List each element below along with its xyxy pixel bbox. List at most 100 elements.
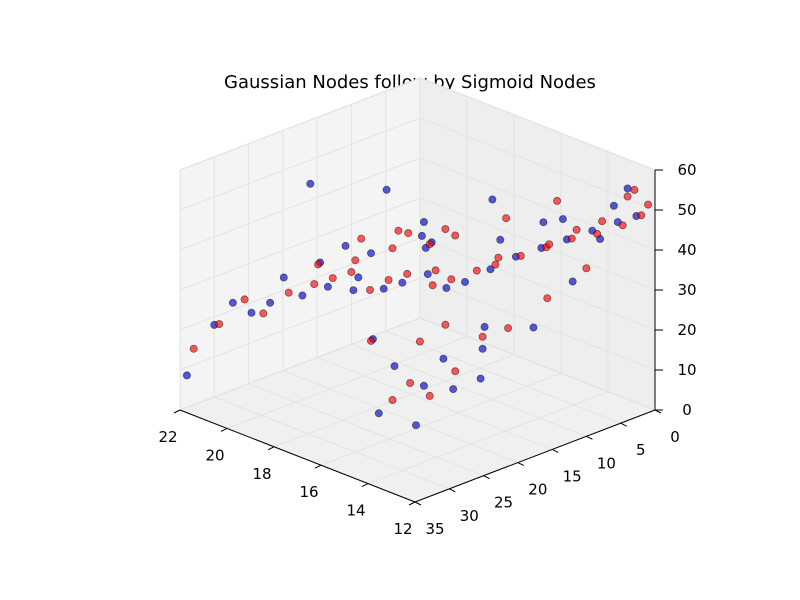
- grid-line-y-floor: [214, 396, 450, 490]
- scatter-point-series-2: [472, 266, 481, 275]
- grid-line-y-floor: [385, 330, 621, 424]
- grid-line-y-floor: [351, 343, 587, 437]
- scatter-point-series-1: [488, 195, 497, 204]
- scatter-point-series-1: [480, 322, 489, 331]
- z-tick-label: 20: [677, 321, 696, 339]
- y-axis-line: [414, 409, 656, 503]
- x-tick-mark: [408, 501, 416, 506]
- y-tick-label: 35: [425, 520, 444, 538]
- scatter-point-series-1: [379, 284, 388, 293]
- x-tick-label: 12: [393, 520, 412, 538]
- z-tick-label: 10: [677, 361, 696, 379]
- scatter-point-series-2: [347, 267, 356, 276]
- scatter-point-series-2: [388, 244, 397, 253]
- scatter-point-series-1: [496, 235, 505, 244]
- scatter-point-series-2: [618, 221, 627, 230]
- scatter-point-series-1: [182, 371, 191, 380]
- scatter-point-series-1: [349, 286, 358, 295]
- y-tick-label: 30: [460, 507, 479, 525]
- scatter-point-series-2: [637, 211, 646, 220]
- scatter-point-series-2: [491, 260, 500, 269]
- grid-line-z-left: [179, 277, 421, 371]
- scatter-point-series-2: [623, 192, 632, 201]
- scatter-point-series-2: [403, 269, 412, 278]
- scatter-point-series-2: [572, 225, 581, 234]
- y-tick-label: 0: [670, 428, 680, 446]
- scatter-point-series-2: [365, 285, 374, 294]
- x-tick-mark: [173, 409, 181, 414]
- y-tick-mark: [517, 462, 525, 467]
- scatter-point-series-1: [478, 344, 487, 353]
- scatter-point-series-1: [419, 381, 428, 390]
- z-tick-label: 0: [682, 401, 692, 419]
- scatter-point-series-2: [441, 320, 450, 329]
- y-tick-label: 25: [494, 494, 513, 512]
- scatter-point-series-1: [449, 385, 458, 394]
- scatter-point-series-2: [259, 309, 268, 318]
- scatter-point-series-2: [388, 395, 397, 404]
- scatter-point-series-2: [215, 320, 224, 329]
- scatter-point-series-1: [398, 278, 407, 287]
- scatter-point-series-2: [516, 251, 525, 260]
- grid-line-z-right: [419, 157, 656, 251]
- scatter-point-series-1: [374, 409, 383, 418]
- scatter-point-series-2: [240, 295, 249, 304]
- x-tick-mark: [267, 446, 275, 451]
- grid-line-z-left: [179, 317, 421, 411]
- scatter-point-series-2: [328, 274, 337, 283]
- grid-lines: [179, 77, 656, 503]
- scatter-point-series-2: [357, 234, 366, 243]
- scatter-point-series-1: [417, 231, 426, 240]
- x-tick-label: 18: [252, 465, 271, 483]
- y-tick-label: 15: [563, 467, 582, 485]
- scatter-point-series-1: [366, 249, 375, 258]
- z-tick-label: 40: [677, 241, 696, 259]
- scatter-point-series-2: [644, 200, 653, 209]
- z-tick-label: 60: [677, 161, 696, 179]
- scatter-point-series-2: [310, 280, 319, 289]
- scatter-point-series-1: [529, 323, 538, 332]
- scatter-point-series-1: [568, 277, 577, 286]
- scatter-point-series-2: [494, 253, 503, 262]
- axis-lines: [173, 169, 663, 506]
- scatter-point-series-1: [609, 201, 618, 210]
- grid-line-y-floor: [316, 356, 553, 450]
- scatter-point-series-1: [306, 179, 315, 188]
- scatter-point-series-2: [351, 256, 360, 265]
- scatter-point-series-1: [539, 218, 548, 227]
- grid-line-z-left: [179, 77, 421, 171]
- scatter-point-series-2: [451, 231, 460, 240]
- scatter-point-series-2: [478, 332, 487, 341]
- scatter-point-series-1: [623, 184, 632, 193]
- grid-line-z-right: [419, 117, 656, 211]
- x-tick-label: 14: [346, 502, 365, 520]
- grid-line-z-left: [179, 237, 421, 331]
- grid-line-z-right: [419, 237, 656, 331]
- grid-line-x-floor: [226, 335, 468, 429]
- scatter-point-series-2: [598, 217, 607, 226]
- x-tick-label: 16: [299, 483, 318, 501]
- scatter-point-series-2: [593, 229, 602, 238]
- scatter-point-series-2: [284, 288, 293, 297]
- y-tick-mark: [586, 435, 593, 440]
- scatter-point-series-1: [460, 277, 469, 286]
- grid-line-z-left: [179, 117, 421, 211]
- scatter-point-series-2: [189, 344, 198, 353]
- scatter-point-series-2: [504, 324, 513, 333]
- scatter-point-series-1: [323, 282, 332, 291]
- scatter-point-series-2: [394, 226, 403, 235]
- tick-labels: 12 14 16 18 20 22 0 5 10 15 20 25 30 35 0 10 20 30 40 50 60: [158, 161, 696, 538]
- scatter-point-series-2: [451, 367, 460, 376]
- x-tick-mark: [314, 464, 322, 469]
- grid-line-z-left: [179, 197, 421, 291]
- grid-line-x-floor: [320, 372, 562, 466]
- scatter-point-series-1: [341, 241, 350, 250]
- scatter-point-series-2: [441, 225, 450, 234]
- x-tick-label: 22: [158, 428, 177, 446]
- scatter-point-series-1: [423, 270, 432, 279]
- y-tick-label: 20: [528, 481, 547, 499]
- scatter-point-series-1: [298, 291, 307, 300]
- scatter-point-series-1: [486, 265, 495, 274]
